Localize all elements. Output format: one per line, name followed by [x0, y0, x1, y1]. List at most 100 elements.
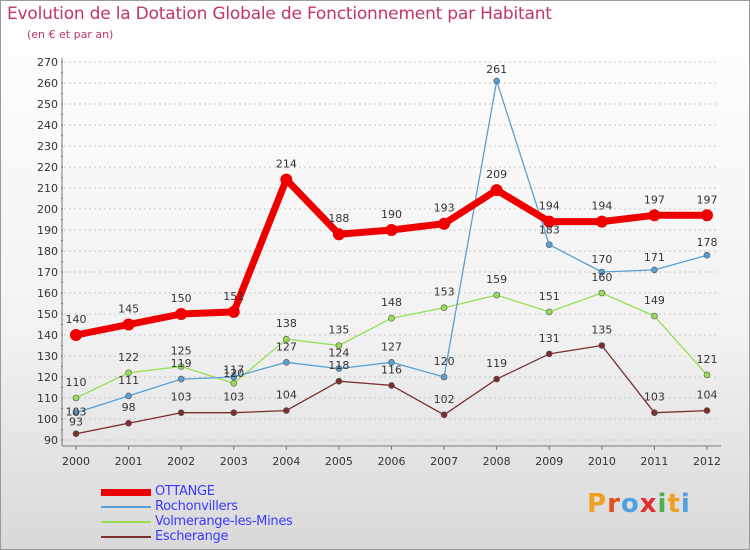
- point-rochonvillers-2004: [283, 358, 290, 366]
- point-escherange-2003: [230, 409, 238, 417]
- point-rochonvillers-2002: [177, 375, 185, 383]
- data-label-rochonvillers-2005: 124: [328, 347, 349, 360]
- point-ottange-2001: [122, 318, 135, 331]
- logo-letter: r: [607, 489, 621, 519]
- y-tick-label-150: 150: [37, 308, 58, 321]
- y-tick-label-210: 210: [37, 182, 58, 195]
- data-label-escherange-2011: 103: [644, 391, 665, 404]
- point-ottange-2012: [701, 209, 713, 222]
- y-tick-label-110: 110: [37, 392, 58, 405]
- data-label-volmerange-les-mines-2005: 135: [328, 324, 349, 337]
- data-label-escherange-2003: 103: [223, 391, 244, 404]
- point-ottange-2005: [332, 228, 345, 241]
- data-label-rochonvillers-2009: 183: [539, 224, 560, 237]
- data-label-escherange-2002: 103: [171, 391, 192, 404]
- y-tick-label-120: 120: [37, 371, 58, 384]
- data-label-rochonvillers-2008: 261: [486, 63, 507, 76]
- data-label-volmerange-les-mines-2012: 121: [697, 353, 718, 366]
- logo-letter: t: [667, 489, 681, 519]
- data-label-rochonvillers-2001: 111: [118, 374, 139, 387]
- point-volmerange-les-mines-2009: [545, 308, 553, 316]
- data-label-ottange-2004: 214: [276, 158, 297, 171]
- data-label-volmerange-les-mines-2007: 153: [434, 286, 455, 299]
- data-label-rochonvillers-2011: 171: [644, 251, 665, 264]
- point-volmerange-les-mines-2011: [651, 312, 658, 320]
- x-tick-label-2001: 2001: [115, 455, 143, 468]
- legend-swatch-ottange: [101, 488, 151, 496]
- point-volmerange-les-mines-2006: [388, 314, 395, 322]
- data-label-volmerange-les-mines-2003: 117: [223, 363, 244, 376]
- point-volmerange-les-mines-2004: [283, 335, 290, 343]
- point-volmerange-les-mines-2010: [598, 289, 606, 297]
- y-tick-label-160: 160: [37, 287, 58, 300]
- point-escherange-2012: [703, 407, 711, 414]
- x-tick-label-2000: 2000: [62, 455, 90, 468]
- y-tick-label-220: 220: [37, 161, 58, 174]
- chart-subtitle: (en € et par an): [27, 28, 114, 41]
- point-volmerange-les-mines-2005: [335, 342, 343, 349]
- x-tick-label-2009: 2009: [535, 455, 563, 468]
- point-escherange-2001: [125, 419, 132, 427]
- point-escherange-2009: [545, 350, 553, 358]
- legend-label-volmerange-les-mines: Volmerange-les-Mines: [155, 514, 293, 529]
- point-volmerange-les-mines-2008: [493, 291, 500, 299]
- y-tick-label-260: 260: [37, 77, 58, 90]
- data-label-escherange-2006: 116: [381, 363, 402, 376]
- data-label-rochonvillers-2003: 120: [223, 367, 244, 380]
- data-label-ottange-2001: 145: [118, 303, 139, 316]
- point-ottange-2000: [70, 329, 82, 341]
- data-label-ottange-2006: 190: [381, 208, 402, 221]
- point-rochonvillers-2007: [440, 373, 448, 381]
- data-label-ottange-2007: 193: [434, 202, 455, 215]
- point-ottange-2007: [438, 217, 451, 230]
- point-rochonvillers-2010: [598, 268, 606, 276]
- x-tick-label-2008: 2008: [483, 455, 511, 468]
- proxiti-logo: Proxiti: [587, 489, 691, 519]
- data-label-escherange-2008: 119: [486, 357, 507, 370]
- point-ottange-2006: [385, 224, 398, 236]
- data-label-ottange-2011: 197: [644, 193, 665, 206]
- data-label-volmerange-les-mines-2011: 149: [644, 294, 665, 307]
- y-tick-label-230: 230: [37, 140, 58, 153]
- x-tick-label-2012: 2012: [693, 455, 721, 468]
- data-label-ottange-2005: 188: [328, 212, 349, 225]
- legend-swatch-volmerange-les-mines: [101, 521, 151, 523]
- data-label-volmerange-les-mines-2004: 138: [276, 317, 297, 330]
- logo-letter: i: [680, 489, 691, 519]
- point-escherange-2000: [72, 430, 80, 438]
- logo-letter: x: [639, 489, 658, 519]
- logo-letter: i: [657, 489, 668, 519]
- y-tick-label-250: 250: [37, 98, 58, 111]
- point-volmerange-les-mines-2003: [230, 379, 238, 387]
- data-label-escherange-2009: 131: [539, 332, 560, 345]
- y-tick-label-200: 200: [37, 203, 58, 216]
- y-tick-label-100: 100: [37, 413, 58, 426]
- legend-label-rochonvillers: Rochonvillers: [155, 499, 238, 514]
- point-volmerange-les-mines-2007: [440, 304, 448, 312]
- data-label-ottange-2012: 197: [697, 193, 718, 206]
- data-label-escherange-2007: 102: [434, 393, 455, 406]
- point-escherange-2005: [335, 377, 343, 385]
- data-label-escherange-2001: 98: [122, 401, 136, 414]
- data-label-rochonvillers-2002: 119: [171, 357, 192, 370]
- data-label-rochonvillers-2006: 127: [381, 340, 402, 353]
- x-tick-label-2006: 2006: [378, 455, 406, 468]
- data-label-escherange-2000: 93: [69, 416, 83, 429]
- point-escherange-2002: [177, 409, 185, 417]
- data-label-volmerange-les-mines-2010: 160: [591, 271, 612, 284]
- point-ottange-2002: [175, 308, 188, 320]
- data-label-volmerange-les-mines-2001: 122: [118, 351, 139, 364]
- logo-letter: o: [620, 489, 640, 519]
- point-ottange-2003: [227, 305, 240, 318]
- point-rochonvillers-2009: [545, 241, 553, 248]
- data-label-rochonvillers-2012: 178: [697, 236, 718, 249]
- chart-title: Evolution de la Dotation Globale de Fonc…: [7, 4, 552, 24]
- data-label-rochonvillers-2000: 103: [66, 406, 87, 419]
- data-label-rochonvillers-2007: 120: [434, 355, 455, 368]
- x-tick-label-2010: 2010: [588, 455, 616, 468]
- data-label-volmerange-les-mines-2000: 110: [66, 376, 87, 389]
- y-tick-label-240: 240: [37, 119, 58, 132]
- data-label-volmerange-les-mines-2008: 159: [486, 273, 507, 286]
